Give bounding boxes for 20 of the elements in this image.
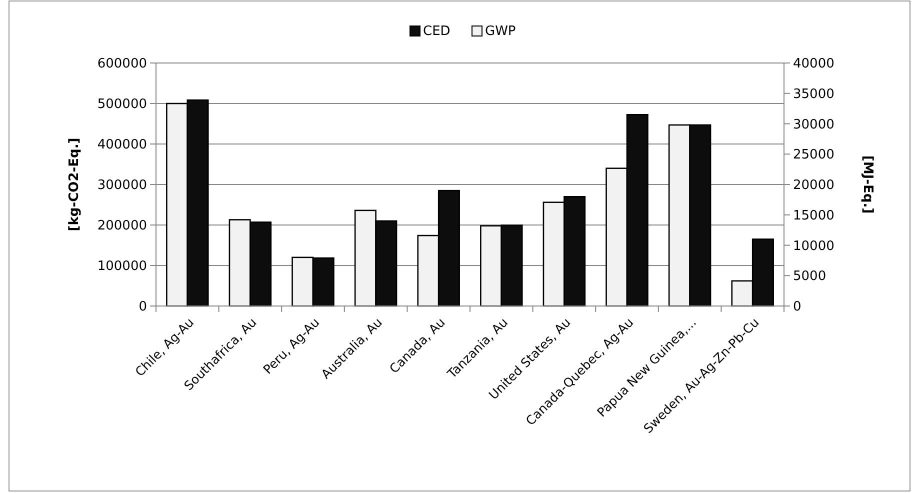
y2-tick-label: 35000: [793, 86, 834, 102]
y2-tick-label: 10000: [793, 238, 834, 254]
y-tick-label: 300000: [97, 178, 147, 194]
y2-tick-label: 5000: [793, 269, 826, 284]
legend-label: CED: [423, 24, 450, 39]
y2-tick-label: 25000: [793, 148, 834, 163]
legend-label: GWP: [485, 24, 516, 39]
y-tick-label: 600000: [97, 56, 147, 72]
y2-axis-title: [MJ-Eq.]: [860, 155, 875, 214]
y-tick-label: 400000: [97, 138, 147, 153]
y2-tick-label: 40000: [793, 56, 834, 72]
y2-tick-label: 0: [793, 300, 802, 315]
y-axis-title: [kg-CO2-Eq.]: [67, 138, 82, 232]
y-tick-label: 200000: [97, 218, 147, 234]
y2-tick-label: 20000: [793, 178, 834, 194]
y-tick-label: 100000: [97, 259, 147, 274]
y2-tick-label: 15000: [793, 208, 834, 224]
y2-tick-label: 30000: [793, 117, 834, 132]
y-tick-label: 500000: [97, 97, 147, 112]
y-tick-label: 0: [138, 300, 147, 315]
